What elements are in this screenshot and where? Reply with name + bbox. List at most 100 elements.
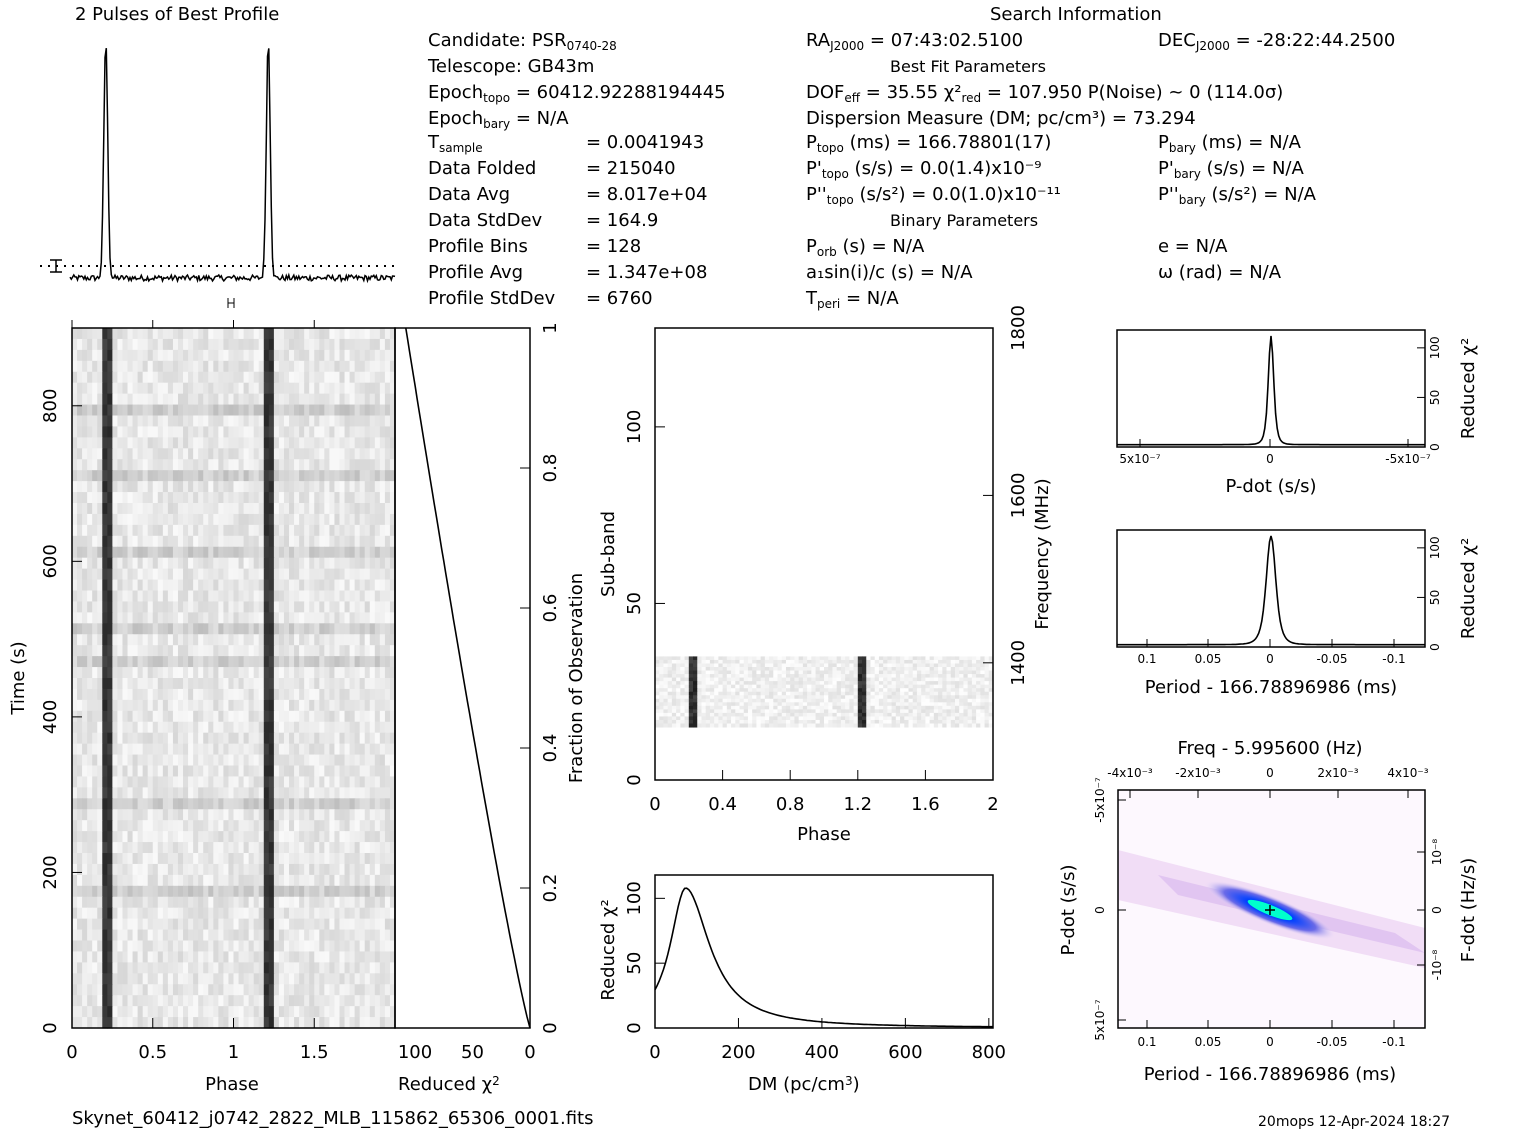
heatmap-cell [97,623,103,635]
heatmap-cell [385,995,391,1007]
heatmap-cell [723,678,728,682]
heatmap-cell [223,350,229,362]
heatmap-cell [294,755,300,767]
heatmap-cell [314,383,320,395]
heatmap-cell [107,558,113,570]
heatmap-cell [832,671,837,675]
heatmap-cell [148,405,154,417]
heatmap-cell [178,437,184,449]
heatmap-cell [274,405,280,417]
heatmap-cell [82,897,88,909]
heatmap-cell [264,908,270,920]
heatmap-cell [284,667,290,679]
heatmap-cell [234,645,240,657]
heatmap-cell [375,864,381,876]
heatmap-cell [345,580,351,592]
heatmap-cell [790,660,795,664]
heatmap-cell [143,656,149,668]
heatmap-cell [188,525,194,537]
heatmap-cell [223,886,229,898]
heatmap-cell [304,601,310,613]
heatmap-cell [107,897,113,909]
heatmap-cell [208,383,214,395]
heatmap-cell [117,503,123,515]
heatmap-cell [365,448,371,460]
heatmap-cell [158,328,164,340]
heatmap-cell [193,448,199,460]
heatmap-cell [228,372,234,384]
heatmap-cell [676,671,681,675]
heatmap-cell [173,842,179,854]
heatmap-cell [117,984,123,996]
heatmap-cell [334,864,340,876]
heatmap-cell [360,820,366,832]
heatmap-cell [828,660,833,664]
heatmap-cell [239,930,245,942]
heatmap-cell [107,744,113,756]
heatmap-cell [168,951,174,963]
heatmap-cell [128,350,134,362]
heatmap-cell [138,941,144,953]
heatmap-cell [92,437,98,449]
heatmap-cell [249,503,255,515]
heatmap-cell [249,667,255,679]
heatmap-cell [355,394,361,406]
heatmap-cell [117,492,123,504]
heatmap-cell [955,660,960,664]
heatmap-cell [97,459,103,471]
heatmap-cell [319,1017,325,1029]
heatmap-cell [811,667,816,671]
heatmap-cell [319,426,325,438]
heatmap-cell [72,328,78,340]
heatmap-cell [254,580,260,592]
y-axis-label: Fraction of Observation [566,573,587,783]
heatmap-cell [706,671,711,675]
heatmap-cell [370,1017,376,1029]
heatmap-cell [92,776,98,788]
heatmap-cell [178,864,184,876]
heatmap-cell [117,656,123,668]
heatmap-cell [350,897,356,909]
heatmap-cell [385,372,391,384]
heatmap-cell [309,897,315,909]
heatmap-cell [866,656,871,660]
heatmap-cell [107,919,113,931]
heatmap-cell [778,671,783,675]
heatmap-cell [294,941,300,953]
heatmap-cell [107,536,113,548]
heatmap-cell [866,688,871,692]
heatmap-cell [228,361,234,373]
heatmap-cell [319,995,325,1007]
heatmap-cell [193,514,199,526]
heatmap-cell [900,678,905,682]
heatmap-cell [284,645,290,657]
heatmap-cell [173,711,179,723]
heatmap-cell [294,394,300,406]
heatmap-cell [122,1017,128,1029]
heatmap-cell [334,645,340,657]
heatmap-cell [254,798,260,810]
heatmap-cell [228,558,234,570]
heatmap-cell [143,623,149,635]
heatmap-cell [234,700,240,712]
heatmap-cell [218,437,224,449]
heatmap-cell [148,776,154,788]
heatmap-cell [365,722,371,734]
heatmap-cell [380,394,386,406]
heatmap-cell [138,492,144,504]
heatmap-cell [234,328,240,340]
heatmap-cell [87,787,93,799]
heatmap-cell [77,809,83,821]
heatmap-cell [163,984,169,996]
heatmap-cell [380,951,386,963]
heatmap-cell [117,864,123,876]
heatmap-cell [193,941,199,953]
heatmap-cell [697,663,702,667]
heatmap-cell [97,984,103,996]
heatmap-cell [92,372,98,384]
heatmap-cell [97,973,103,985]
heatmap-cell [892,656,897,660]
heatmap-cell [334,350,340,362]
heatmap-cell [329,372,335,384]
heatmap-cell [218,886,224,898]
